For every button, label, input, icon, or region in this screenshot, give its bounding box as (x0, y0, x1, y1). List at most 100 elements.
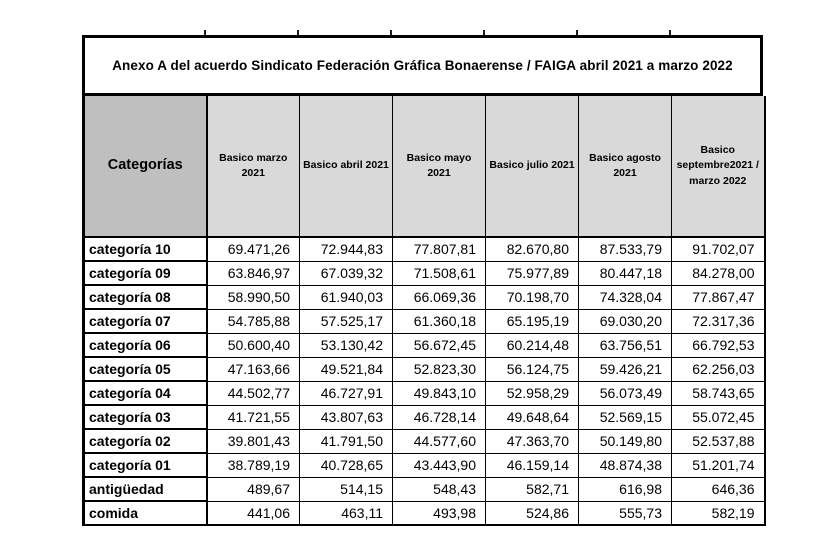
value-cell: 48.874,38 (578, 452, 672, 478)
header-basico-septiembre-2021: Basico septembre2021 / marzo 2022 (671, 96, 766, 238)
value-cell: 493,98 (392, 500, 486, 526)
table-title: Anexo A del acuerdo Sindicato Federación… (112, 58, 733, 73)
value-cell: 489,67 (206, 476, 300, 502)
value-cell: 46.159,14 (485, 452, 579, 478)
value-cell: 646,36 (671, 476, 766, 502)
value-cell: 56.124,75 (485, 356, 579, 382)
value-cell: 47.163,66 (206, 356, 300, 382)
header-row: Categorías Basico marzo 2021 Basico abri… (82, 96, 766, 238)
value-cell: 59.426,21 (578, 356, 672, 382)
annex-a-sheet: Anexo A del acuerdo Sindicato Federación… (82, 30, 766, 526)
value-cell: 441,06 (206, 500, 300, 526)
value-cell: 44.502,77 (206, 380, 300, 406)
value-cell: 40.728,65 (299, 452, 393, 478)
value-cell: 69.030,20 (578, 308, 672, 334)
row-label: categoría 03 (82, 404, 208, 430)
value-cell: 38.789,19 (206, 452, 300, 478)
row-label: categoría 01 (82, 452, 208, 478)
value-cell: 87.533,79 (578, 236, 672, 262)
value-cell: 65.195,19 (485, 308, 579, 334)
row-label: comida (82, 500, 208, 526)
header-basico-abril-2021: Basico abril 2021 (299, 96, 393, 238)
row-label: categoría 02 (82, 428, 208, 454)
row-label: categoría 06 (82, 332, 208, 358)
column-tick-mark (204, 30, 206, 35)
value-cell: 47.363,70 (485, 428, 579, 454)
value-cell: 91.702,07 (671, 236, 766, 262)
value-cell: 50.600,40 (206, 332, 300, 358)
value-cell: 52.958,29 (485, 380, 579, 406)
table-row: categoría 04 44.502,77 46.727,91 49.843,10 5… (82, 380, 766, 406)
value-cell: 548,43 (392, 476, 486, 502)
value-cell: 46.728,14 (392, 404, 486, 430)
value-cell: 56.073,49 (578, 380, 672, 406)
value-cell: 77.807,81 (392, 236, 486, 262)
header-categories: Categorías (82, 96, 208, 238)
header-basico-agosto-2021: Basico agosto 2021 (578, 96, 672, 238)
table-title-box: Anexo A del acuerdo Sindicato Federación… (82, 35, 763, 96)
value-cell: 39.801,43 (206, 428, 300, 454)
value-cell: 75.977,89 (485, 260, 579, 286)
column-tick-mark (669, 30, 671, 35)
row-label: categoría 04 (82, 380, 208, 406)
value-cell: 52.823,30 (392, 356, 486, 382)
value-cell: 66.069,36 (392, 284, 486, 310)
row-label: categoría 09 (82, 260, 208, 286)
column-tick-marks (82, 30, 763, 35)
table-row: categoría 10 69.471,26 72.944,83 77.807,81 8… (82, 236, 766, 262)
table-row: categoría 02 39.801,43 41.791,50 44.577,60 4… (82, 428, 766, 454)
value-cell: 50.149,80 (578, 428, 672, 454)
table-row: categoría 09 63.846,97 67.039,32 71.508,61 7… (82, 260, 766, 286)
value-cell: 51.201,74 (671, 452, 766, 478)
value-cell: 60.214,48 (485, 332, 579, 358)
value-cell: 582,71 (485, 476, 579, 502)
table-body: categoría 10 69.471,26 72.944,83 77.807,81 8… (82, 236, 766, 526)
table-row: categoría 08 58.990,50 61.940,03 66.069,36 7… (82, 284, 766, 310)
value-cell: 41.791,50 (299, 428, 393, 454)
header-basico-mayo-2021: Basico mayo 2021 (392, 96, 486, 238)
value-cell: 67.039,32 (299, 260, 393, 286)
value-cell: 63.756,51 (578, 332, 672, 358)
column-tick-mark (576, 30, 578, 35)
value-cell: 58.743,65 (671, 380, 766, 406)
value-cell: 57.525,17 (299, 308, 393, 334)
value-cell: 80.447,18 (578, 260, 672, 286)
value-cell: 524,86 (485, 500, 579, 526)
value-cell: 41.721,55 (206, 404, 300, 430)
value-cell: 71.508,61 (392, 260, 486, 286)
row-label: antigüedad (82, 476, 208, 502)
row-label: categoría 07 (82, 308, 208, 334)
value-cell: 61.360,18 (392, 308, 486, 334)
header-basico-julio-2021: Basico julio 2021 (485, 96, 579, 238)
value-cell: 463,11 (299, 500, 393, 526)
table-row: comida 441,06 463,11 493,98 524,86 555,73 582,… (82, 500, 766, 526)
table-row: categoría 07 54.785,88 57.525,17 61.360,18 6… (82, 308, 766, 334)
value-cell: 62.256,03 (671, 356, 766, 382)
value-cell: 82.670,80 (485, 236, 579, 262)
value-cell: 56.672,45 (392, 332, 486, 358)
column-tick-mark (297, 30, 299, 35)
value-cell: 72.944,83 (299, 236, 393, 262)
table-row: antigüedad 489,67 514,15 548,43 582,71 616,98… (82, 476, 766, 502)
row-label: categoría 10 (82, 236, 208, 262)
column-tick-mark (390, 30, 392, 35)
table-row: categoría 05 47.163,66 49.521,84 52.823,30 5… (82, 356, 766, 382)
value-cell: 49.648,64 (485, 404, 579, 430)
value-cell: 514,15 (299, 476, 393, 502)
salary-scale-table: Categorías Basico marzo 2021 Basico abri… (82, 96, 766, 526)
header-basico-marzo-2021: Basico marzo 2021 (206, 96, 300, 238)
table-row: categoría 06 50.600,40 53.130,42 56.672,45 6… (82, 332, 766, 358)
value-cell: 49.521,84 (299, 356, 393, 382)
value-cell: 43.807,63 (299, 404, 393, 430)
row-label: categoría 05 (82, 356, 208, 382)
value-cell: 55.072,45 (671, 404, 766, 430)
value-cell: 74.328,04 (578, 284, 672, 310)
value-cell: 54.785,88 (206, 308, 300, 334)
value-cell: 582,19 (671, 500, 766, 526)
value-cell: 616,98 (578, 476, 672, 502)
column-tick-mark (483, 30, 485, 35)
value-cell: 69.471,26 (206, 236, 300, 262)
value-cell: 66.792,53 (671, 332, 766, 358)
value-cell: 53.130,42 (299, 332, 393, 358)
value-cell: 63.846,97 (206, 260, 300, 286)
